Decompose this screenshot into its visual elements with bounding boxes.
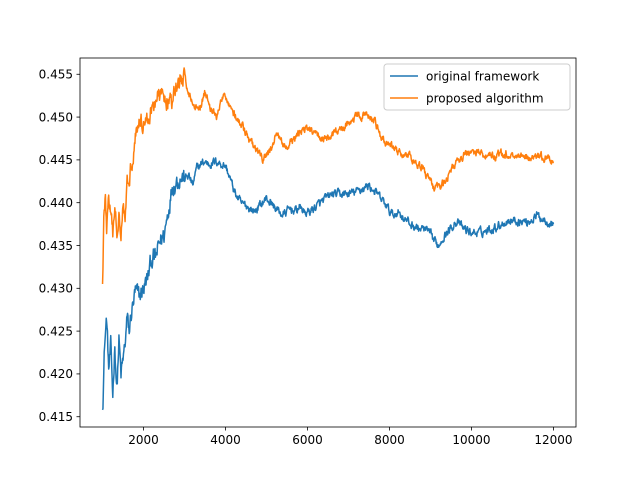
x-tick-label: 6000	[292, 433, 323, 447]
x-tick-label: 12000	[534, 433, 572, 447]
x-tick-label: 4000	[210, 433, 241, 447]
axes-group: 2000 4000 6000 8000 10000 12000 0.415 0.420 0.42…	[39, 57, 577, 447]
y-tick-label: 0.445	[39, 153, 73, 167]
series-line-original-framework	[101, 157, 555, 411]
plot-series-group	[101, 67, 555, 411]
series-line-proposed-algorithm	[101, 67, 555, 285]
y-tick-label: 0.425	[39, 324, 73, 338]
axes-frame	[79, 57, 577, 428]
x-tick-label: 8000	[374, 433, 405, 447]
y-tick-label: 0.440	[39, 196, 73, 210]
legend-label-original-framework: original framework	[426, 70, 539, 84]
x-tick-label: 2000	[128, 433, 159, 447]
y-tick-label: 0.430	[39, 282, 73, 296]
y-tick-label: 0.435	[39, 239, 73, 253]
y-tick-label: 0.455	[39, 68, 73, 82]
legend: original framework proposed algorithm	[383, 63, 571, 111]
y-tick-label: 0.420	[39, 367, 73, 381]
legend-box	[383, 63, 571, 111]
x-tick-label: 10000	[452, 433, 490, 447]
y-tick-label: 0.450	[39, 110, 73, 124]
legend-label-proposed-algorithm: proposed algorithm	[426, 92, 544, 106]
y-tick-label: 0.415	[39, 410, 73, 424]
